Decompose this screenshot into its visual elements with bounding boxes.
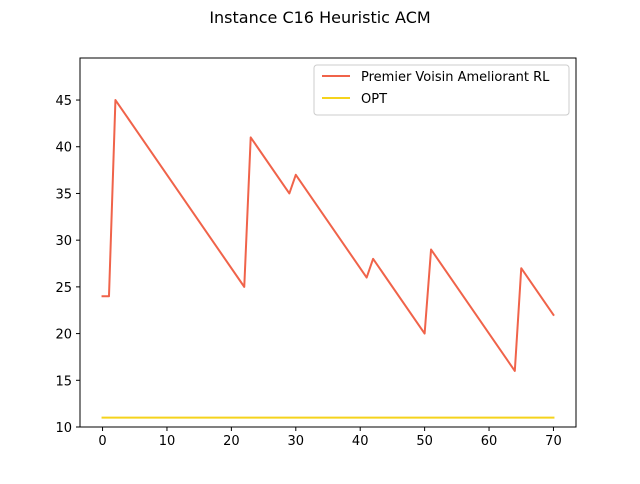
y-tick-label: 35 xyxy=(55,187,72,202)
axes-frame xyxy=(79,57,577,428)
x-tick-label: 20 xyxy=(223,434,240,449)
y-tick-label: 20 xyxy=(55,328,72,343)
y-tick-label: 10 xyxy=(55,421,72,436)
y-tick-label: 15 xyxy=(55,374,72,389)
x-tick-label: 50 xyxy=(416,434,433,449)
x-tick-label: 60 xyxy=(481,434,498,449)
y-tick-label: 45 xyxy=(55,94,72,109)
series-line-0 xyxy=(101,99,555,372)
axes: 0 10 20 30 40 50 60 70 10 15 20 25 30 35 40 45 xyxy=(55,57,577,449)
y-tick-label: 40 xyxy=(55,141,72,156)
legend-box xyxy=(313,64,570,116)
x-tick-label: 70 xyxy=(545,434,562,449)
x-tick-label: 0 xyxy=(98,434,106,449)
legend-label-1: OPT xyxy=(361,92,387,107)
chart-title: Instance C16 Heuristic ACM xyxy=(209,8,430,27)
plot-area xyxy=(101,99,555,419)
legend-label-0: Premier Voisin Ameliorant RL xyxy=(361,70,550,85)
x-tick-label: 30 xyxy=(288,434,305,449)
x-tick-label: 40 xyxy=(352,434,369,449)
y-tick-label: 30 xyxy=(55,234,72,249)
legend: Premier Voisin Ameliorant RL OPT xyxy=(313,64,570,116)
x-tick-label: 10 xyxy=(159,434,176,449)
y-tick-label: 25 xyxy=(55,281,72,296)
